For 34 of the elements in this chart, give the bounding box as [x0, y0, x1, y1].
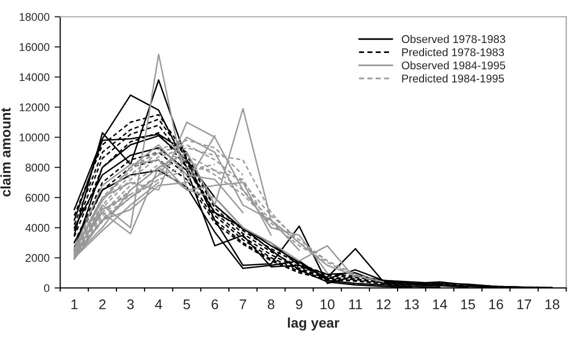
x-tick-label: 6 — [212, 299, 218, 310]
y-axis-title: claim amount — [0, 108, 11, 197]
x-tick-label: 14 — [433, 300, 448, 310]
x-tick-label: 18 — [546, 299, 560, 310]
legend-label: Predicted 1978-1983 — [402, 48, 504, 56]
y-tick-label: 6000 — [26, 194, 50, 202]
x-tick-label: 9 — [296, 299, 302, 310]
x-tick-label: 3 — [127, 299, 134, 310]
x-axis-title: lag year — [288, 318, 340, 331]
x-tick-label: 1 — [71, 300, 78, 310]
x-tick-label: 15 — [461, 300, 476, 310]
legend-label: Predicted 1984-1995 — [402, 74, 504, 82]
x-tick-label: 4 — [155, 300, 162, 310]
x-tick-label: 13 — [404, 299, 419, 310]
legend-label: Observed 1978-1983 — [402, 34, 506, 44]
y-tick-label: 0 — [44, 284, 50, 292]
x-tick-label: 17 — [517, 300, 532, 310]
x-tick-label: 7 — [240, 300, 246, 310]
y-tick-label: 4000 — [25, 224, 50, 232]
x-tick-label: 12 — [376, 299, 391, 310]
y-tick-label: 12000 — [20, 103, 50, 112]
x-tick-label: 11 — [349, 300, 362, 310]
x-tick-label: 2 — [99, 299, 106, 310]
y-tick-label: 18000 — [20, 13, 50, 21]
y-tick-label: 8000 — [26, 164, 50, 172]
y-tick-label: 14000 — [20, 73, 50, 82]
x-tick-label: 5 — [183, 300, 190, 310]
legend-label: Observed 1984-1995 — [402, 61, 506, 70]
y-tick-label: 2000 — [26, 254, 50, 262]
y-tick-label: 16000 — [20, 43, 50, 52]
y-tick-label: 10000 — [20, 134, 50, 142]
x-tick-label: 10 — [320, 299, 334, 310]
x-tick-label: 16 — [489, 299, 504, 310]
x-tick-label: 8 — [268, 299, 274, 310]
